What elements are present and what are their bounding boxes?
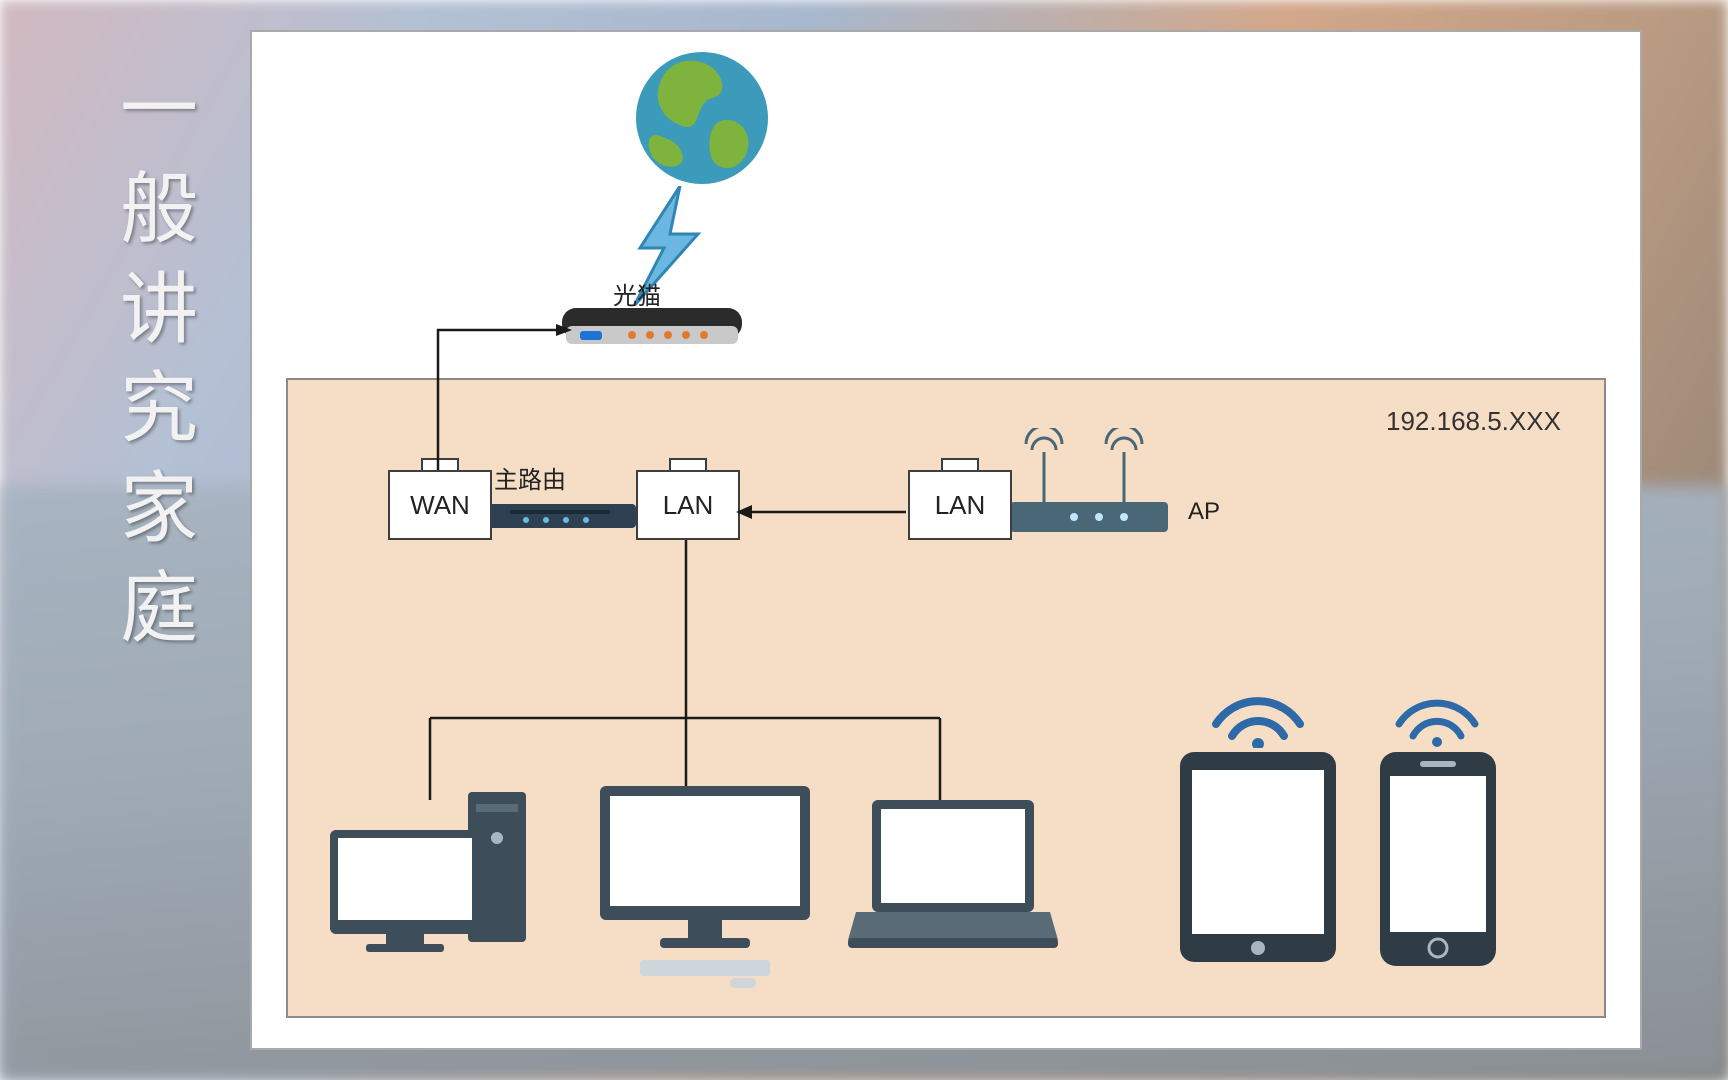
port-lan-ap: LAN — [908, 470, 1012, 540]
monitor-icon — [590, 780, 820, 990]
main-router-label: 主路由 — [494, 460, 566, 495]
subnet-label: 192.168.5.XXX — [1386, 406, 1561, 437]
modem-icon — [562, 302, 742, 352]
globe-icon — [632, 48, 772, 188]
wifi-icon — [1392, 692, 1482, 748]
port-label: LAN — [935, 490, 986, 521]
title-char: 庭 — [120, 559, 200, 659]
title-char: 究 — [120, 359, 200, 459]
phone-icon — [1380, 752, 1496, 966]
title-char: 一 — [120, 60, 200, 160]
title-char: 般 — [120, 160, 200, 260]
ap-label: AP — [1188, 498, 1220, 526]
title-char: 讲 — [120, 260, 200, 360]
slide-title: 一 般 讲 究 家 庭 — [120, 60, 200, 659]
port-wan: WAN — [388, 470, 492, 540]
title-char: 家 — [120, 459, 200, 559]
port-label: LAN — [663, 490, 714, 521]
wifi-icon — [1208, 688, 1308, 748]
port-label: WAN — [410, 490, 470, 521]
main-router-icon — [486, 498, 636, 534]
desktop-pc-icon — [330, 792, 540, 972]
port-lan-router: LAN — [636, 470, 740, 540]
laptop-icon — [848, 800, 1058, 970]
tablet-icon — [1180, 752, 1336, 962]
ap-icon — [1004, 428, 1174, 536]
